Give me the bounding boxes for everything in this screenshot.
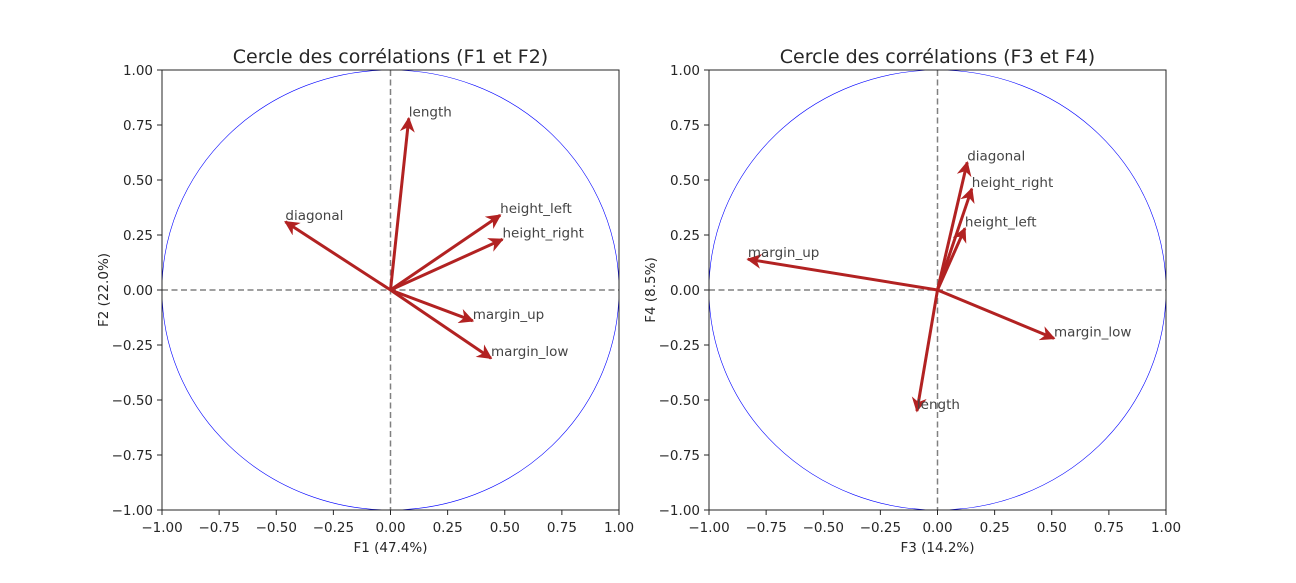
x-tick-label: −0.50 <box>256 520 297 536</box>
y-tick-label: −0.25 <box>112 338 153 354</box>
loading-arrow-diagonal <box>284 220 392 292</box>
y-tick-label: 0.00 <box>123 283 153 299</box>
y-tick-label: −0.50 <box>112 393 153 409</box>
x-tick-label: −0.75 <box>745 520 786 536</box>
y-axis-label: F2 (22.0%) <box>96 253 112 327</box>
loading-arrow-length <box>911 289 939 413</box>
variable-label-height-left: height_left <box>965 214 1037 230</box>
loading-arrow-height-left <box>936 227 967 291</box>
x-tick-label: 1.00 <box>1151 520 1181 536</box>
y-tick-label: 0.00 <box>670 283 700 299</box>
x-tick-label: −0.50 <box>803 520 844 536</box>
y-tick-label: 1.00 <box>670 63 700 79</box>
y-tick-label: 0.25 <box>670 228 700 244</box>
chart-title: Cercle des corrélations (F1 et F2) <box>233 46 548 68</box>
y-tick-label: −0.75 <box>112 448 153 464</box>
y-tick-label: 1.00 <box>123 63 153 79</box>
loading-arrow-height-right <box>389 238 504 292</box>
loading-arrow-length <box>389 116 415 291</box>
x-tick-label: 0.25 <box>980 520 1010 536</box>
y-tick-label: −0.25 <box>659 338 700 354</box>
x-tick-label: 0.75 <box>547 520 577 536</box>
x-axis-label: F1 (47.4%) <box>353 540 427 556</box>
variable-label-diagonal: diagonal <box>285 208 343 224</box>
loading-arrow-margin-low <box>936 288 1056 341</box>
x-tick-label: −0.75 <box>198 520 239 536</box>
y-tick-label: 0.75 <box>123 118 153 134</box>
x-tick-label: 0.00 <box>922 520 952 536</box>
variable-label-length: length <box>409 104 452 120</box>
y-tick-label: −0.75 <box>659 448 700 464</box>
x-tick-label: −0.25 <box>860 520 901 536</box>
x-tick-label: 0.75 <box>1094 520 1124 536</box>
variable-label-height-right: height_right <box>972 175 1054 191</box>
chart-title: Cercle des corrélations (F3 et F4) <box>780 46 1095 68</box>
y-tick-label: −0.50 <box>659 393 700 409</box>
y-tick-label: −1.00 <box>659 503 700 519</box>
correlation-circle-f3-f4: −1.00 −0.75 −0.50 −0.25 0.00 0.25 0.50 0.75 1.00… <box>643 46 1181 556</box>
x-tick-label: 0.25 <box>433 520 463 536</box>
loading-arrow-margin-up <box>389 288 475 324</box>
x-tick-label: 0.50 <box>490 520 520 536</box>
y-tick-label: 0.75 <box>670 118 700 134</box>
variable-label-height-right: height_right <box>502 225 584 241</box>
x-tick-label: −1.00 <box>688 520 729 536</box>
x-axis-label: F3 (14.2%) <box>900 540 974 556</box>
y-tick-label: 0.25 <box>123 228 153 244</box>
correlation-circle-f1-f2: −1.00 −0.75 −0.50 −0.25 0.00 0.25 0.50 0.75 1.00… <box>96 46 634 556</box>
y-tick-label: 0.50 <box>123 173 153 189</box>
variable-label-height-left: height_left <box>500 201 572 217</box>
x-tick-label: 0.00 <box>375 520 405 536</box>
y-tick-label: 0.50 <box>670 173 700 189</box>
loading-arrow-margin-low <box>389 288 493 360</box>
x-tick-label: 0.50 <box>1037 520 1067 536</box>
y-axis-label: F4 (8.5%) <box>643 257 659 322</box>
x-tick-label: 1.00 <box>604 520 634 536</box>
y-tick-label: −1.00 <box>112 503 153 519</box>
variable-label-length: length <box>917 397 960 413</box>
loading-arrow-margin-up <box>746 253 938 292</box>
x-tick-label: −1.00 <box>141 520 182 536</box>
variable-label-margin-up: margin_up <box>748 245 820 261</box>
x-tick-label: −0.25 <box>313 520 354 536</box>
variable-label-margin-up: margin_up <box>473 307 545 323</box>
variable-label-margin-low: margin_low <box>491 344 568 360</box>
variable-label-diagonal: diagonal <box>967 148 1025 164</box>
loading-arrow-diagonal <box>936 160 972 291</box>
variable-label-margin-low: margin_low <box>1054 324 1131 340</box>
loading-arrow-height-left <box>389 213 502 292</box>
